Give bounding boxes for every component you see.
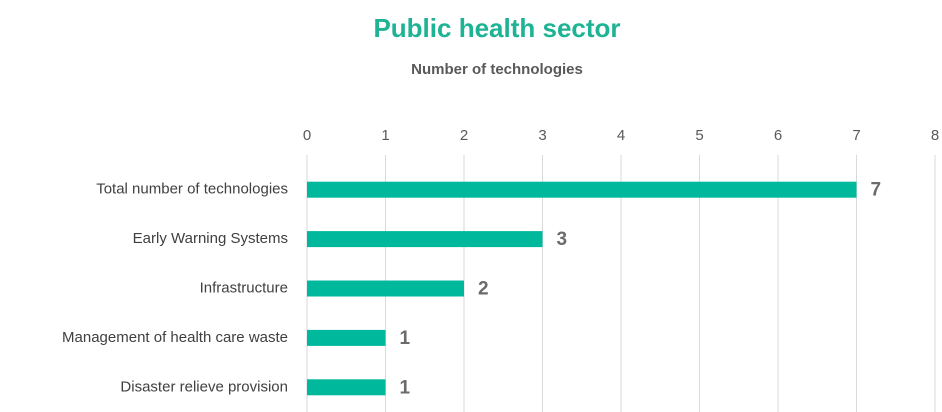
data-label: 1 [400,328,411,349]
bar [307,231,543,248]
x-tick-label: 6 [774,127,782,144]
x-tick-label: 3 [538,127,546,144]
x-tick-label: 0 [303,127,311,144]
bar [307,280,464,297]
x-tick-label: 4 [617,127,625,144]
y-tick-label: Infrastructure [200,279,288,296]
y-tick-label: Management of health care waste [62,329,288,346]
bar [307,379,386,396]
bar [307,181,857,198]
y-tick-label: Total number of technologies [96,181,288,198]
chart-subtitle: Number of technologies [411,61,583,78]
data-label: 2 [478,279,489,300]
x-tick-label: 5 [695,127,703,144]
data-label: 1 [400,377,411,398]
y-tick-label: Early Warning Systems [133,230,288,247]
x-tick-label: 7 [852,127,860,144]
chart-title: Public health sector [373,13,620,43]
x-tick-label: 2 [460,127,468,144]
y-tick-label: Disaster relieve provision [120,378,288,395]
bar [307,329,386,346]
x-tick-label: 8 [931,127,939,144]
data-label: 7 [871,180,882,201]
data-label: 3 [557,229,568,250]
x-tick-label: 1 [381,127,389,144]
